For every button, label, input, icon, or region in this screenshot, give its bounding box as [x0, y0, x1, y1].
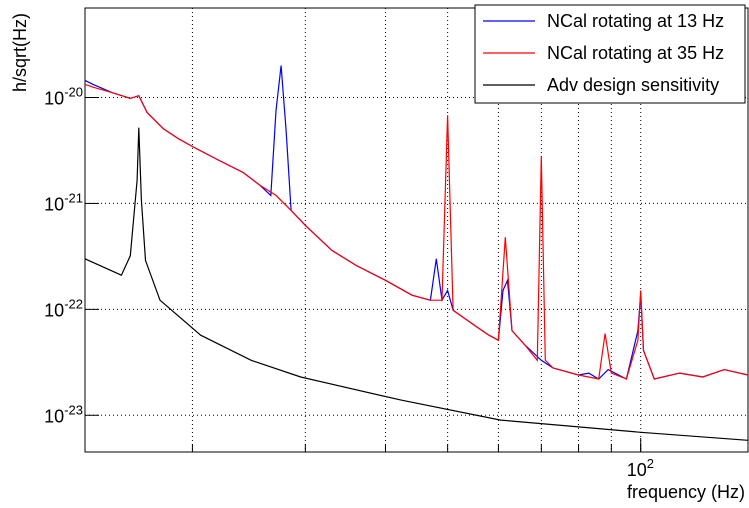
- y-tick-exponent: -21: [64, 190, 83, 205]
- x-axis-label: frequency (Hz): [627, 482, 745, 502]
- y-tick-label: 10-23: [44, 402, 83, 426]
- x-tick-base: 10: [627, 460, 647, 480]
- series-line: [85, 127, 748, 441]
- y-axis-label: h/sqrt(Hz): [10, 13, 30, 92]
- y-tick-exponent: -20: [64, 85, 83, 100]
- legend-label: Adv design sensitivity: [547, 75, 719, 95]
- series-group: [85, 65, 748, 441]
- y-tick-base: 10: [44, 194, 64, 214]
- series-line: [85, 83, 748, 380]
- y-tick-base: 10: [44, 300, 64, 320]
- y-tick-exponent: -23: [64, 402, 83, 417]
- y-tick-exponent: -22: [64, 296, 83, 311]
- y-tick-base: 10: [44, 89, 64, 109]
- x-tick-label: 102: [627, 456, 654, 480]
- legend-label: NCal rotating at 13 Hz: [547, 11, 724, 31]
- legend-label: NCal rotating at 35 Hz: [547, 43, 724, 63]
- y-tick-label: 10-22: [44, 296, 83, 320]
- x-tick-exponent: 2: [647, 456, 654, 471]
- y-tick-label: 10-21: [44, 190, 83, 214]
- y-tick-label: 10-20: [44, 85, 83, 109]
- y-tick-base: 10: [44, 406, 64, 426]
